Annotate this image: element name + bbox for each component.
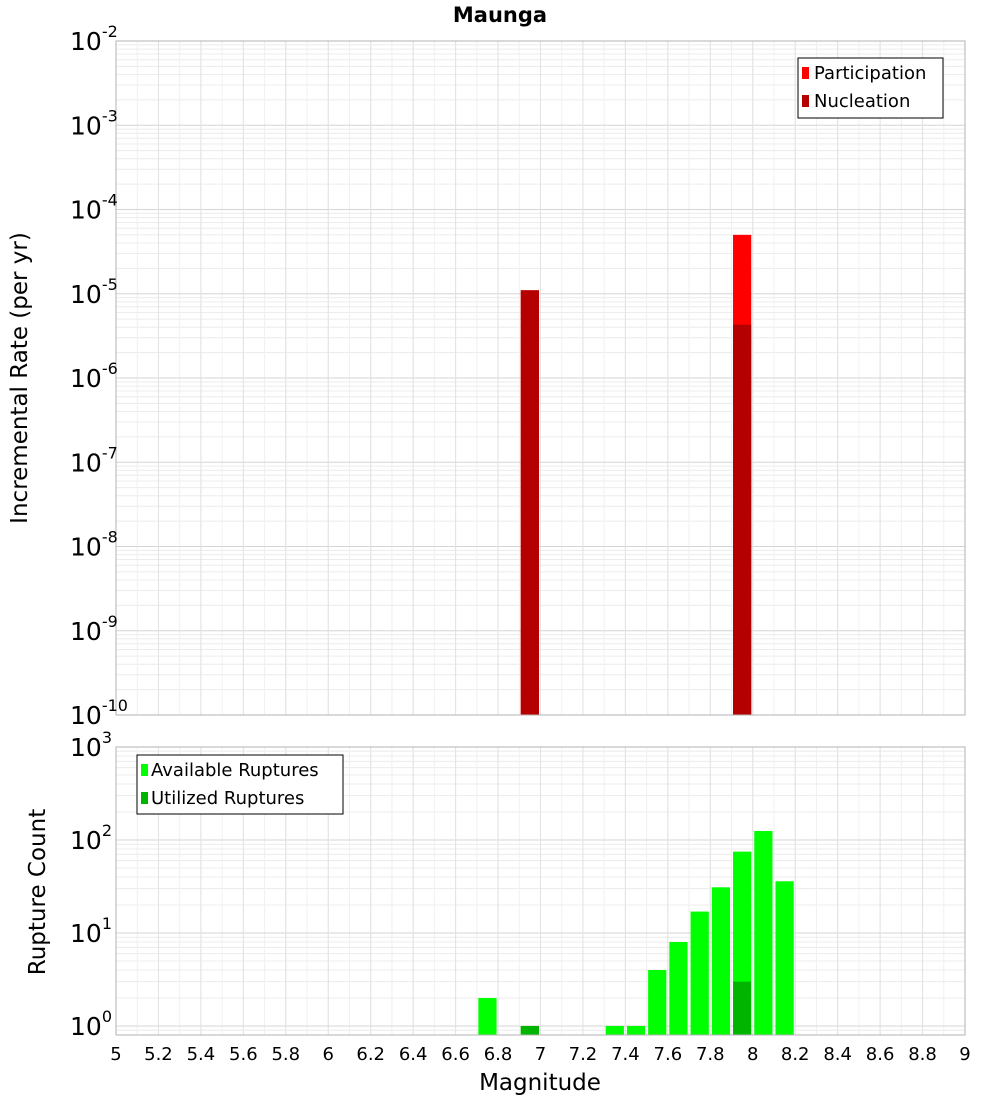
x-tick-label: 6.8 xyxy=(484,1044,513,1065)
x-tick-label: 6 xyxy=(323,1044,334,1065)
count-y-tick-label: 103 xyxy=(70,728,112,762)
rate-y-tick-label: 10-9 xyxy=(70,612,118,646)
rate-y-tick-label: 10-6 xyxy=(70,359,118,393)
legend-label-participation: Participation xyxy=(814,63,926,84)
rate-y-ticks: 10-10 10-9 10-8 10-7 10-6 10-5 10-4 10-3 10-2 xyxy=(70,22,128,730)
legend-swatch-participation xyxy=(802,67,809,79)
bar-available-ruptures xyxy=(648,969,667,1035)
count-y-tick-label: 101 xyxy=(70,914,112,948)
rate-y-tick-label: 10-7 xyxy=(70,443,118,477)
count-y-axis-label: Rupture Count xyxy=(25,809,51,975)
x-tick-label: 7.6 xyxy=(654,1044,683,1065)
x-tick-label: 6.6 xyxy=(441,1044,470,1065)
x-tick-label: 8.8 xyxy=(908,1044,937,1065)
rate-bars xyxy=(520,234,752,716)
legend-swatch-utilized xyxy=(141,792,148,804)
x-tick-label: 5.4 xyxy=(187,1044,216,1065)
bar-nucleation xyxy=(733,324,752,715)
rate-y-axis-label: Incremental Rate (per yr) xyxy=(7,232,33,524)
rate-y-tick-label: 10-2 xyxy=(70,22,118,56)
x-tick-label: 9 xyxy=(959,1044,970,1065)
bar-available-ruptures xyxy=(775,881,794,1035)
x-tick-label: 6.2 xyxy=(356,1044,385,1065)
bar-available-ruptures xyxy=(626,1025,646,1035)
x-ticks: 5 5.2 5.4 5.6 5.8 6 6.2 6.4 6.6 6.8 7 7.2 7.4 7.6 7.8 8… xyxy=(110,1044,970,1065)
count-plot-border xyxy=(115,746,966,1036)
count-y-tick-label: 100 xyxy=(70,1007,112,1041)
x-tick-label: 5 xyxy=(110,1044,121,1065)
rate-major-grid xyxy=(116,40,965,716)
x-axis-label: Magnitude xyxy=(479,1070,601,1096)
legend-swatch-available xyxy=(141,764,148,776)
rate-plot-border xyxy=(115,40,966,716)
rate-legend-box xyxy=(797,57,944,119)
x-tick-label: 8.4 xyxy=(823,1044,852,1065)
legend-label-nucleation: Nucleation xyxy=(814,91,910,112)
x-tick-label: 7.8 xyxy=(696,1044,725,1065)
bar-available-ruptures xyxy=(711,887,731,1035)
x-tick-label: 8.6 xyxy=(866,1044,895,1065)
bar-available-ruptures xyxy=(669,942,688,1035)
rate-y-tick-label: 10-10 xyxy=(70,696,128,730)
bar-utilized-ruptures xyxy=(733,981,752,1035)
x-tick-label: 8.2 xyxy=(781,1044,810,1065)
rate-y-tick-label: 10-3 xyxy=(70,106,118,140)
bar-available-ruptures xyxy=(690,911,709,1035)
x-tick-label: 7.2 xyxy=(569,1044,598,1065)
x-tick-label: 6.4 xyxy=(399,1044,428,1065)
x-tick-label: 7 xyxy=(535,1044,546,1065)
chart-title: Maunga xyxy=(453,3,547,27)
bar-available-ruptures xyxy=(605,1025,624,1035)
count-major-grid xyxy=(116,746,965,1035)
rate-y-tick-label: 10-8 xyxy=(70,528,118,562)
legend-label-available: Available Ruptures xyxy=(151,760,319,781)
x-tick-label: 5.8 xyxy=(271,1044,300,1065)
count-y-ticks: 100 101 102 103 xyxy=(70,728,112,1041)
bar-available-ruptures xyxy=(754,830,773,1035)
bar-nucleation xyxy=(520,290,539,715)
rate-y-tick-label: 10-5 xyxy=(70,275,118,309)
count-y-tick-label: 102 xyxy=(70,821,112,855)
x-tick-label: 7.4 xyxy=(611,1044,640,1065)
bar-utilized-ruptures xyxy=(520,1025,539,1035)
legend-label-utilized: Utilized Ruptures xyxy=(151,788,304,809)
count-legend: Available Ruptures Utilized Ruptures xyxy=(136,754,344,815)
x-tick-label: 5.2 xyxy=(144,1044,173,1065)
rate-legend: Participation Nucleation xyxy=(797,57,944,119)
x-tick-label: 5.6 xyxy=(229,1044,258,1065)
x-tick-label: 8 xyxy=(747,1044,758,1065)
count-panel: 100 101 102 103 5 5.2 5.4 5.6 5.8 6 6.2 6.4 6.6 6.8 7… xyxy=(25,728,971,1096)
count-bars xyxy=(478,830,794,1035)
bar-available-ruptures xyxy=(478,997,497,1035)
legend-swatch-nucleation xyxy=(802,95,809,107)
count-legend-box xyxy=(136,754,344,815)
rate-panel: 10-10 10-9 10-8 10-7 10-6 10-5 10-4 10-3 10-2 In… xyxy=(7,22,966,730)
rate-y-tick-label: 10-4 xyxy=(70,191,118,225)
